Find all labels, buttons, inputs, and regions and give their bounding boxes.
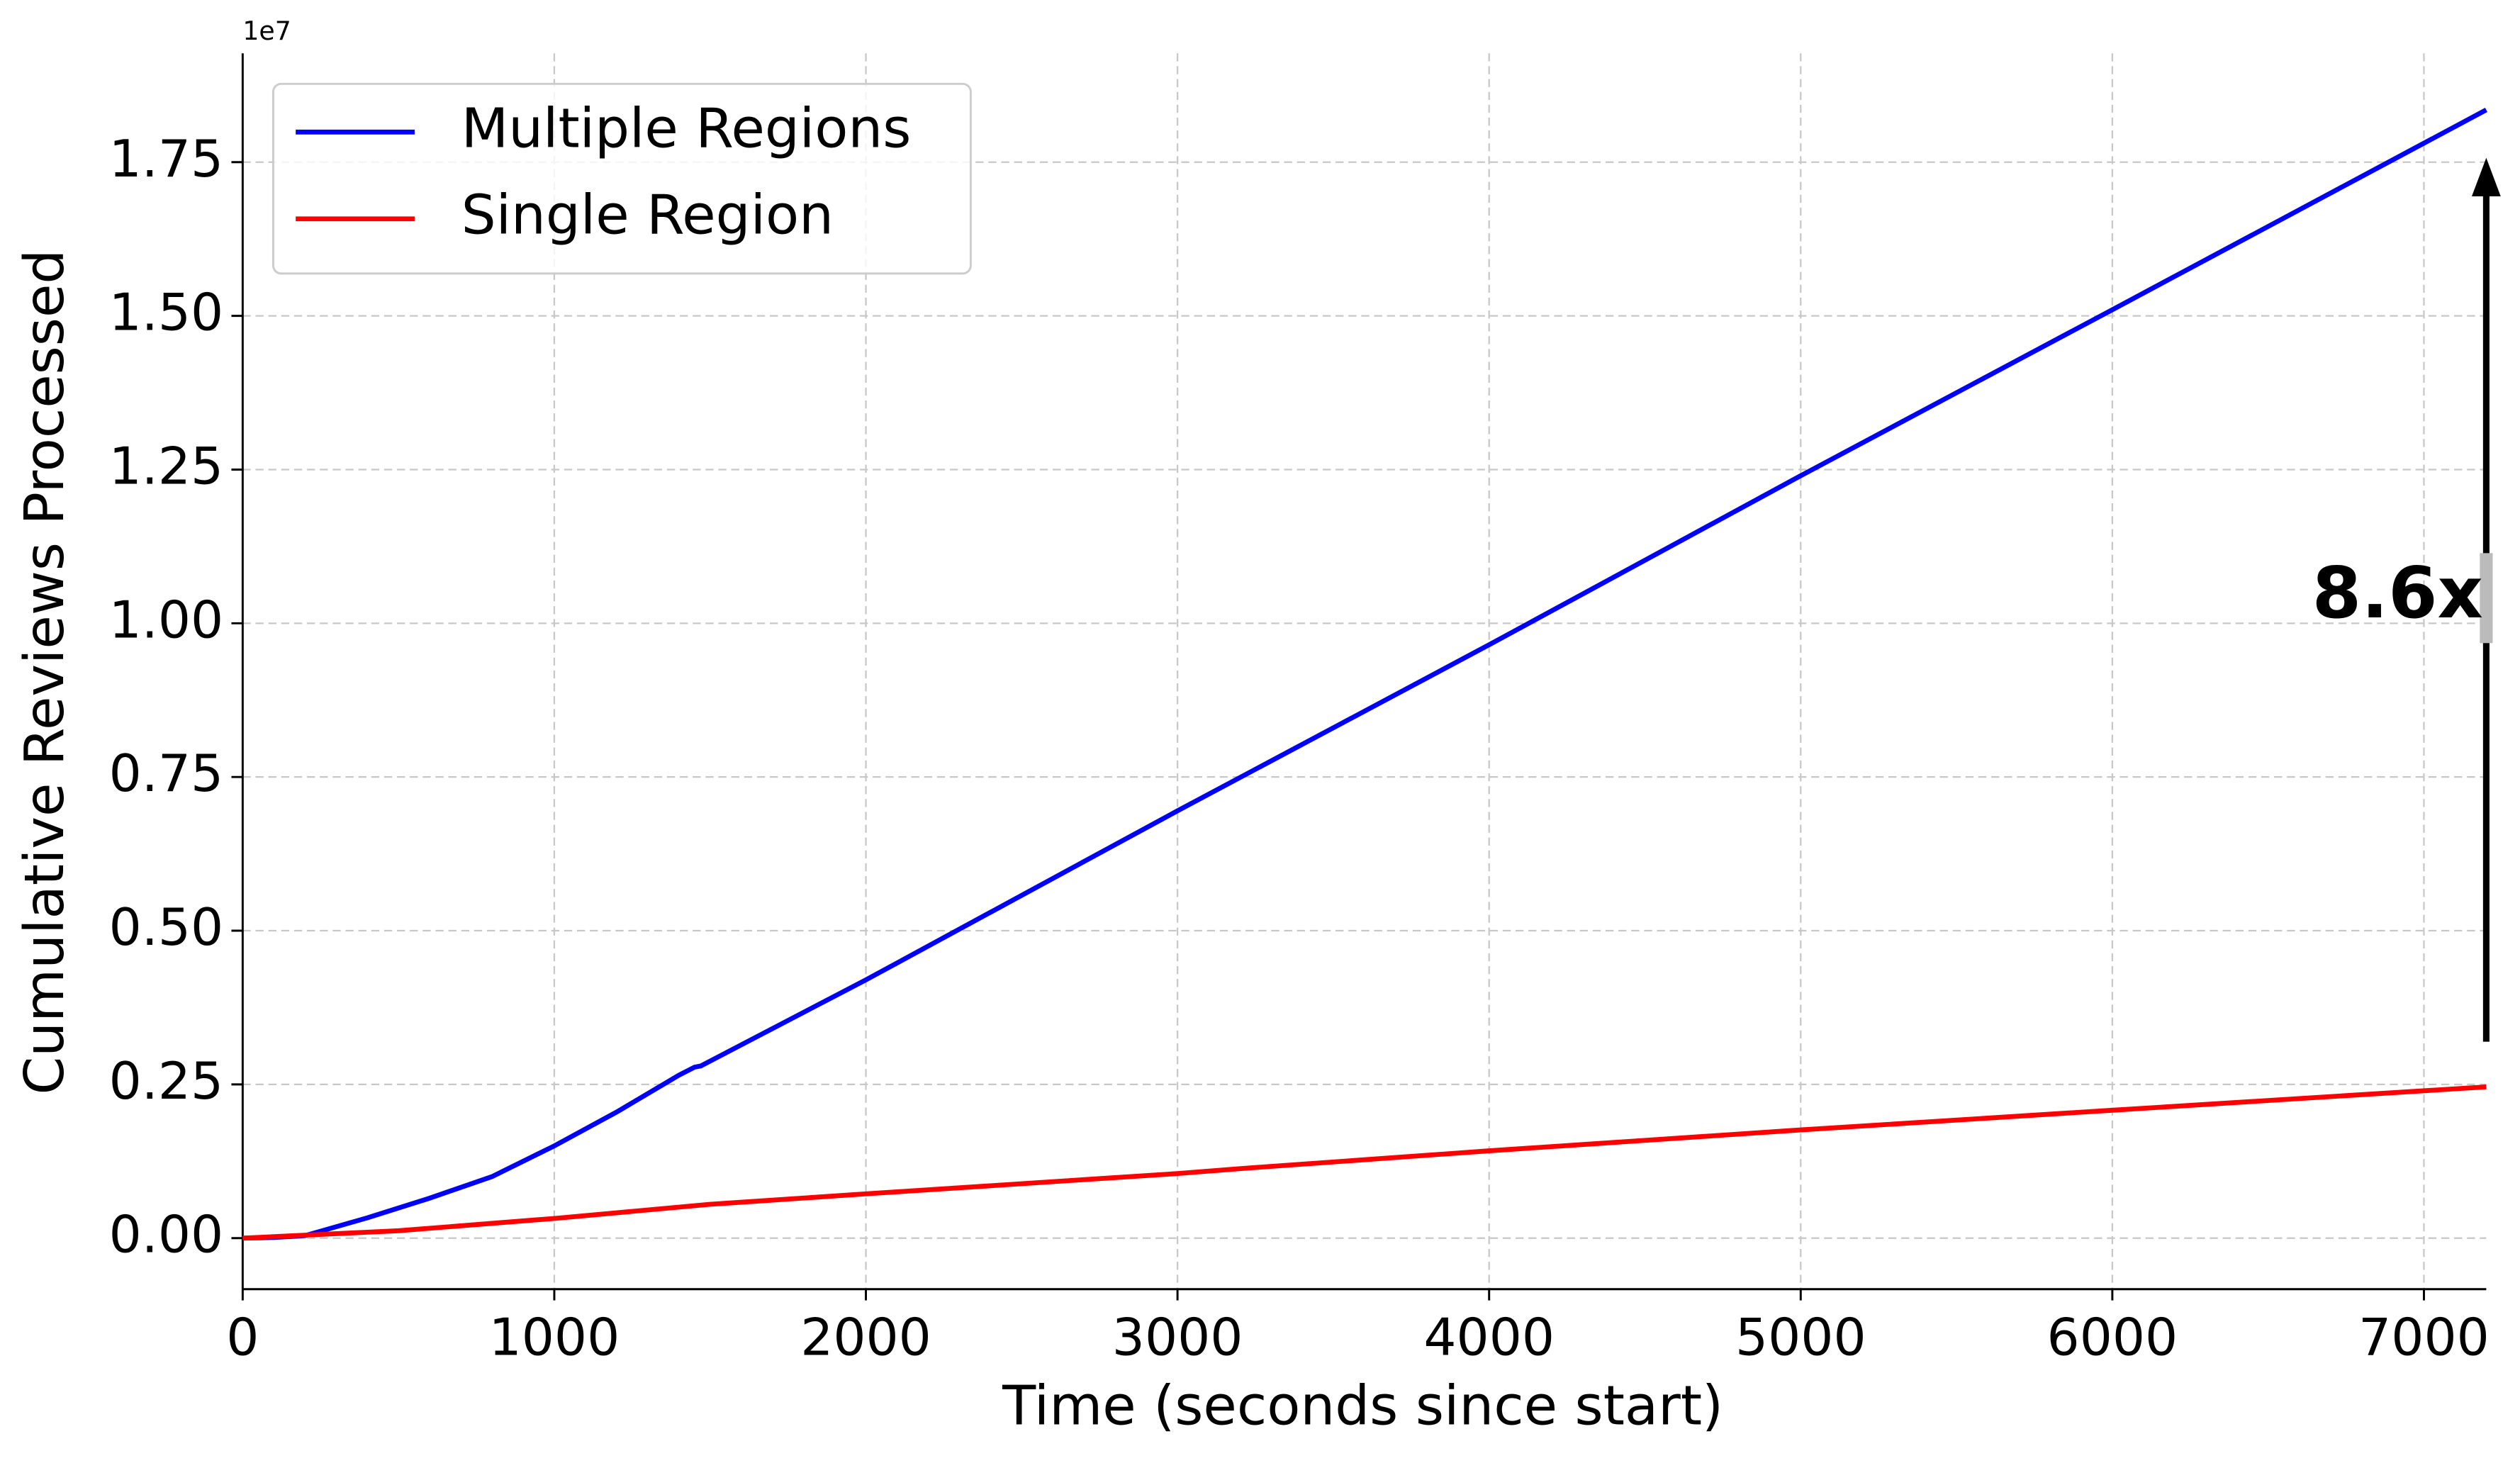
- x-axis-label: Time (seconds since start): [1002, 1374, 1723, 1438]
- y-tick-label: 1.50: [109, 284, 224, 343]
- series-line: [242, 1084, 2487, 1241]
- y-tick-label: 0.00: [109, 1206, 224, 1265]
- x-tick-label: 6000: [2047, 1308, 2178, 1367]
- y-tick-label: 1.25: [109, 437, 224, 496]
- annotation-box-edge: [2480, 553, 2493, 644]
- y-tick-label: 0.75: [109, 744, 224, 804]
- x-tick-label: 1000: [489, 1308, 620, 1367]
- y-offset-text: 1e7: [242, 16, 291, 46]
- x-tick-label: 3000: [1112, 1308, 1243, 1367]
- legend-label: Multiple Regions: [461, 96, 912, 160]
- annotation: 8.6x: [2312, 551, 2483, 634]
- series-line: [242, 108, 2487, 1241]
- y-tick-label: 0.50: [109, 898, 224, 958]
- legend-label: Single Region: [461, 184, 834, 247]
- y-tick-label: 0.25: [109, 1052, 224, 1111]
- legend-box: [271, 82, 972, 275]
- arrow-head: [2471, 157, 2501, 197]
- x-tick-label: 5000: [1735, 1308, 1866, 1367]
- y-tick-label: 1.75: [109, 130, 224, 189]
- y-axis-label: Cumulative Reviews Processed: [13, 250, 77, 1095]
- x-tick-label: 0: [226, 1308, 259, 1367]
- x-tick-label: 4000: [1423, 1308, 1555, 1367]
- x-tick-label: 2000: [800, 1308, 931, 1367]
- y-tick-label: 1.00: [109, 590, 224, 650]
- x-tick-label: 7000: [2358, 1308, 2490, 1367]
